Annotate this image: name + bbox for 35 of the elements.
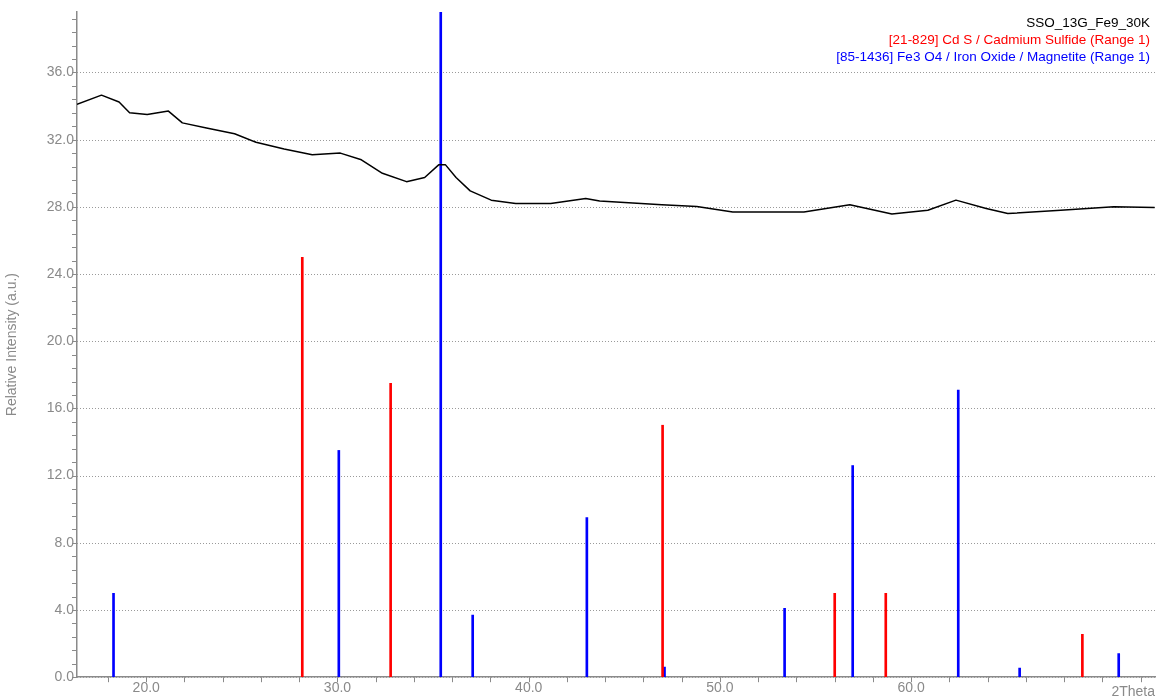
text: SSO_13G_Fe9_30K (1025, 14, 1150, 31)
bar (833, 592, 837, 678)
y-tick-label: 4.0 (54, 600, 75, 617)
text: [21-829] Cd S / Cadmium Sulfide (Range 1) (887, 31, 1150, 48)
bar (1018, 667, 1021, 678)
bar (884, 592, 888, 678)
bar (956, 389, 960, 678)
x-tick-label: 40.0 (515, 679, 543, 696)
x-tick-label: 50.0 (706, 679, 734, 696)
bar (112, 592, 115, 678)
bar (300, 256, 304, 678)
x-tick-label: 20.0 (132, 679, 161, 696)
y-tick-label: 24.0 (46, 264, 75, 281)
x-axis-title: 2Theta (1111, 683, 1156, 700)
y-tick-label: 8.0 (54, 533, 75, 550)
bar (389, 382, 392, 678)
bar (439, 12, 443, 678)
x-tick-label: 30.0 (323, 679, 352, 696)
y-tick-label: 36.0 (46, 63, 75, 80)
text: [85-1436] Fe3 O4 / Iron Oxide / Magnetite (Range 1) (836, 48, 1150, 65)
y-tick-label: 28.0 (46, 197, 75, 214)
y-tick-label: 20.0 (46, 332, 75, 349)
bar (661, 424, 664, 678)
x-tick-label: 60.0 (897, 679, 926, 696)
bar (851, 465, 855, 678)
bar (783, 608, 786, 678)
y-axis-title: Relative Intensity (a.u.) (3, 273, 20, 417)
y-tick-label: 32.0 (46, 130, 75, 147)
bar (1117, 653, 1121, 678)
y-tick-label: 16.0 (46, 399, 75, 416)
bar (1081, 634, 1084, 678)
y-tick-label: 12.0 (46, 466, 75, 483)
y-tick-label: 0.0 (54, 668, 75, 685)
bar (471, 614, 475, 678)
bar (337, 450, 341, 678)
